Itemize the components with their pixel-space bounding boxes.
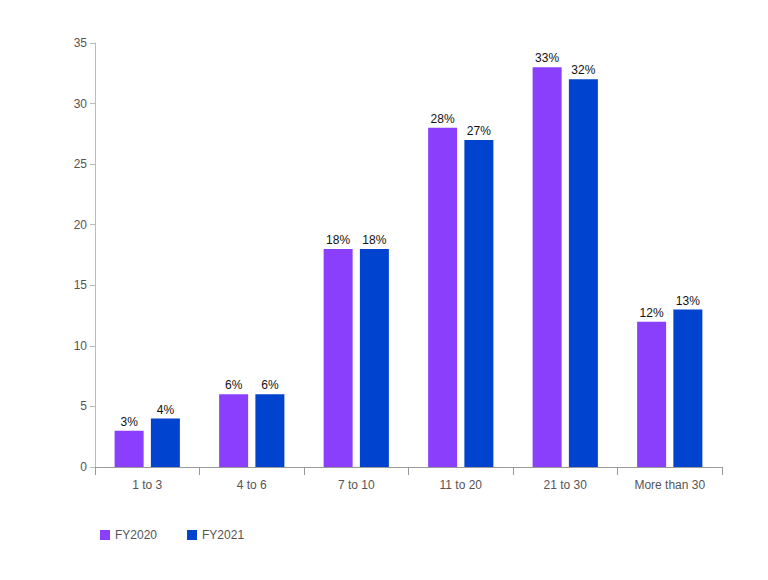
svg-text:33%: 33% (535, 51, 559, 65)
svg-text:13%: 13% (676, 294, 700, 308)
svg-text:4%: 4% (157, 403, 175, 417)
svg-text:18%: 18% (362, 233, 386, 247)
svg-text:18%: 18% (326, 233, 350, 247)
svg-text:0: 0 (80, 460, 87, 474)
svg-text:12%: 12% (640, 306, 664, 320)
svg-text:6%: 6% (261, 378, 279, 392)
svg-text:20: 20 (74, 218, 88, 232)
svg-text:27%: 27% (467, 124, 491, 138)
svg-text:6%: 6% (225, 378, 243, 392)
svg-text:FY2020: FY2020 (115, 528, 157, 542)
svg-text:5: 5 (80, 399, 87, 413)
svg-text:35: 35 (74, 36, 88, 50)
svg-text:4 to 6: 4 to 6 (237, 478, 267, 492)
svg-text:25: 25 (74, 157, 88, 171)
svg-text:10: 10 (74, 339, 88, 353)
svg-text:32%: 32% (571, 63, 595, 77)
svg-text:7 to 10: 7 to 10 (338, 478, 375, 492)
svg-text:30: 30 (74, 97, 88, 111)
svg-text:21 to 30: 21 to 30 (544, 478, 588, 492)
svg-text:11 to 20: 11 to 20 (440, 478, 483, 492)
svg-text:15: 15 (74, 278, 88, 292)
svg-text:1 to 3: 1 to 3 (132, 478, 162, 492)
svg-text:FY2021: FY2021 (202, 528, 244, 542)
svg-text:More than 30: More than 30 (634, 478, 705, 492)
svg-text:3%: 3% (120, 415, 138, 429)
svg-text:28%: 28% (431, 112, 455, 126)
